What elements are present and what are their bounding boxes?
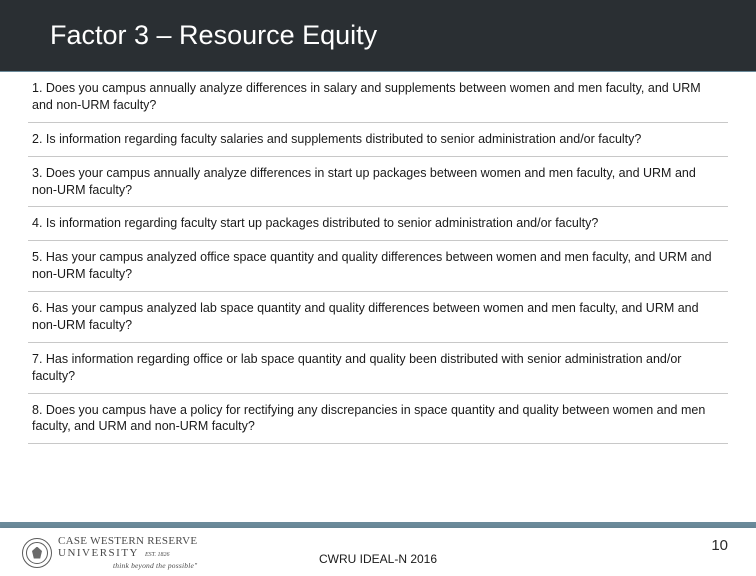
logo-text-block: CASE WESTERN RESERVE UNIVERSITY EST. 182… — [58, 535, 197, 570]
logo-est: EST. 1826 — [145, 552, 170, 558]
question-item: 8. Does you campus have a policy for rec… — [28, 394, 728, 445]
footer-caption: CWRU IDEAL-N 2016 — [319, 552, 437, 566]
question-list: 1. Does you campus annually analyze diff… — [0, 72, 756, 444]
slide-title: Factor 3 – Resource Equity — [50, 20, 377, 51]
question-item: 7. Has information regarding office or l… — [28, 343, 728, 394]
logo-tagline: think beyond the possible" — [58, 561, 197, 570]
question-item: 2. Is information regarding faculty sala… — [28, 123, 728, 157]
university-logo: CASE WESTERN RESERVE UNIVERSITY EST. 182… — [22, 535, 197, 570]
logo-university: UNIVERSITY — [58, 547, 139, 559]
logo-line2: UNIVERSITY EST. 1826 — [58, 547, 197, 559]
logo-line1: CASE WESTERN RESERVE — [58, 535, 197, 547]
seal-icon — [22, 538, 52, 568]
slide-header: Factor 3 – Resource Equity — [0, 0, 756, 72]
question-item: 5. Has your campus analyzed office space… — [28, 241, 728, 292]
question-item: 4. Is information regarding faculty star… — [28, 207, 728, 241]
question-item: 1. Does you campus annually analyze diff… — [28, 72, 728, 123]
shield-icon — [32, 547, 42, 559]
question-item: 6. Has your campus analyzed lab space qu… — [28, 292, 728, 343]
page-number: 10 — [711, 537, 728, 554]
question-item: 3. Does your campus annually analyze dif… — [28, 157, 728, 208]
